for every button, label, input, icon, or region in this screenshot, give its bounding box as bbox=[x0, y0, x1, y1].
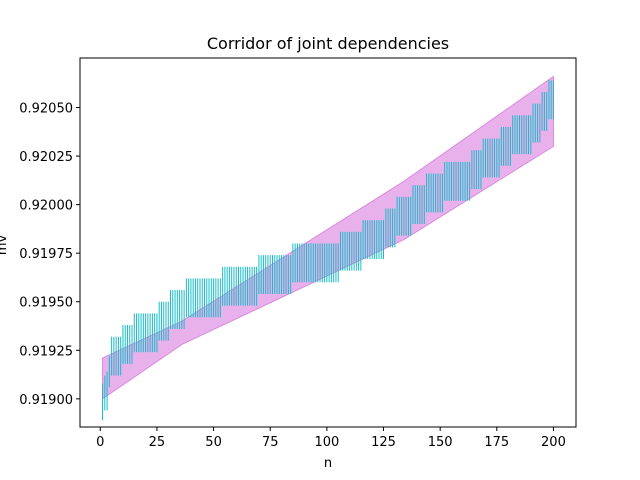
corridor-band bbox=[102, 75, 554, 400]
y-tick-label: 0.91975 bbox=[19, 247, 73, 262]
y-tick-label: 0.91900 bbox=[19, 393, 73, 408]
chart-title: Corridor of joint dependencies bbox=[207, 34, 449, 53]
x-tick-label: 100 bbox=[314, 435, 339, 450]
x-tick-label: 175 bbox=[484, 435, 509, 450]
y-tick-label: 0.91950 bbox=[19, 296, 73, 311]
y-axis-title: mv bbox=[0, 235, 10, 256]
x-tick-label: 0 bbox=[96, 435, 104, 450]
x-tick-label: 50 bbox=[205, 435, 222, 450]
y-tick-label: 0.91925 bbox=[19, 344, 73, 359]
x-tick-label: 200 bbox=[541, 435, 566, 450]
x-axis-title: n bbox=[324, 456, 332, 471]
y-tick-label: 0.92000 bbox=[19, 199, 73, 214]
plot-area bbox=[102, 75, 554, 421]
y-tick-label: 0.92050 bbox=[19, 102, 73, 117]
axes-frame bbox=[79, 57, 577, 428]
x-tick-label: 125 bbox=[371, 435, 396, 450]
x-axis: 0 25 50 75 100 125 150 175 200 bbox=[96, 427, 566, 450]
x-tick-label: 75 bbox=[262, 435, 279, 450]
interval-bars bbox=[102, 80, 554, 421]
y-tick-label: 0.92025 bbox=[19, 150, 73, 165]
x-tick-label: 25 bbox=[149, 435, 166, 450]
x-tick-label: 150 bbox=[428, 435, 453, 450]
y-axis: 0.91900 0.91925 0.91950 0.91975 0.92000 0.920… bbox=[19, 102, 80, 408]
